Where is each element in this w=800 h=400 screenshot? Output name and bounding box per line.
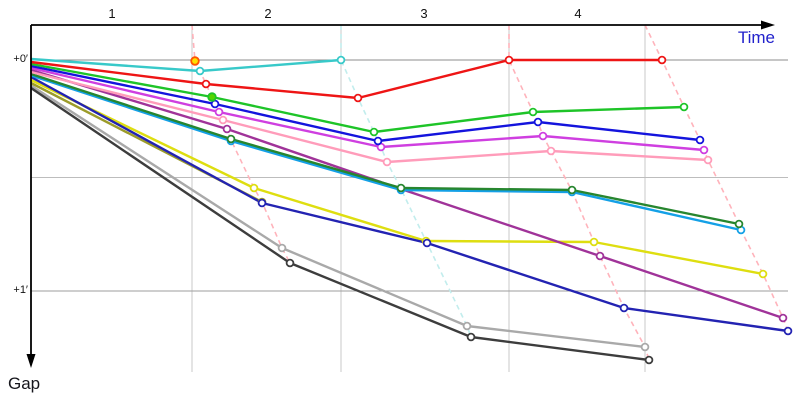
gap-axis-arrow-icon <box>26 354 36 368</box>
checkpoint-marker-magenta-3 <box>538 131 548 141</box>
checkpoint-marker-gray-2 <box>462 321 472 331</box>
checkpoint-marker-dark-gray-1 <box>285 258 295 268</box>
checkpoint-marker-yellow-4 <box>758 269 768 279</box>
checkpoint-marker-cyan-1 <box>195 66 205 76</box>
dash-line-checkpoint-4 <box>644 24 789 332</box>
rider-line-cyan <box>30 57 342 73</box>
checkpoint-marker-dark-green-1 <box>226 134 236 144</box>
checkpoint-marker-blue-4 <box>695 135 705 145</box>
checkpoint-marker-green-2 <box>369 127 379 137</box>
x-tick-label-2: 2 <box>264 6 272 21</box>
checkpoint-marker-red-3 <box>504 55 514 65</box>
checkpoint-marker-red-1 <box>201 79 211 89</box>
special-marker-green-filled-checkpoint <box>207 92 217 102</box>
y-tick-label-one: +1′ <box>13 284 28 296</box>
checkpoint-marker-blue-3 <box>533 117 543 127</box>
rider-line-navy <box>30 75 789 333</box>
checkpoint-marker-pink-4 <box>703 155 713 165</box>
checkpoint-marker-magenta-1 <box>214 107 224 117</box>
gap-axis-title: Gap <box>8 374 41 393</box>
checkpoint-marker-red-2 <box>353 93 363 103</box>
checkpoint-marker-dark-gray-2 <box>466 332 476 342</box>
rider-line-pink <box>30 70 709 164</box>
time-axis-title: Time <box>737 28 775 47</box>
checkpoint-marker-dark-green-2 <box>396 183 406 193</box>
checkpoint-marker-gray-1 <box>277 243 287 253</box>
checkpoint-marker-dark-gray-3 <box>644 355 654 365</box>
checkpoint-marker-pink-3 <box>546 146 556 156</box>
checkpoint-marker-navy-4 <box>783 326 793 336</box>
x-tick-label-1: 1 <box>108 6 116 21</box>
checkpoint-marker-dark-green-4 <box>734 219 744 229</box>
checkpoint-marker-yellow-3 <box>589 237 599 247</box>
checkpoint-marker-magenta-4 <box>699 145 709 155</box>
checkpoint-marker-dark-green-3 <box>567 185 577 195</box>
y-tick-label-zero: +0′ <box>13 53 28 65</box>
x-tick-label-4: 4 <box>574 6 582 21</box>
checkpoint-marker-pink-1 <box>218 115 228 125</box>
checkpoint-marker-gray-3 <box>640 342 650 352</box>
checkpoint-marker-purple-3 <box>595 251 605 261</box>
checkpoint-marker-navy-3 <box>619 303 629 313</box>
checkpoint-marker-navy-2 <box>422 238 432 248</box>
checkpoint-marker-yellow-1 <box>249 183 259 193</box>
checkpoint-marker-green-3 <box>528 107 538 117</box>
special-marker-lap1-leader-anchor <box>190 56 200 66</box>
checkpoint-marker-pink-2 <box>382 157 392 167</box>
rider-line-dark-green <box>30 72 740 226</box>
checkpoint-marker-cyan-2 <box>336 55 346 65</box>
x-tick-label-3: 3 <box>420 6 428 21</box>
checkpoint-marker-blue-2 <box>373 136 383 146</box>
dash-line-checkpoint-3 <box>508 25 650 361</box>
dash-line-checkpoint-2 <box>340 25 472 338</box>
checkpoint-marker-purple-1 <box>222 124 232 134</box>
checkpoint-marker-red-4 <box>657 55 667 65</box>
time-axis-arrow-icon <box>761 20 775 30</box>
checkpoint-marker-navy-1 <box>257 198 267 208</box>
rider-line-gray <box>30 84 646 349</box>
checkpoint-marker-purple-4 <box>778 313 788 323</box>
rider-line-dark-gray <box>30 87 650 362</box>
checkpoint-marker-green-4 <box>679 102 689 112</box>
